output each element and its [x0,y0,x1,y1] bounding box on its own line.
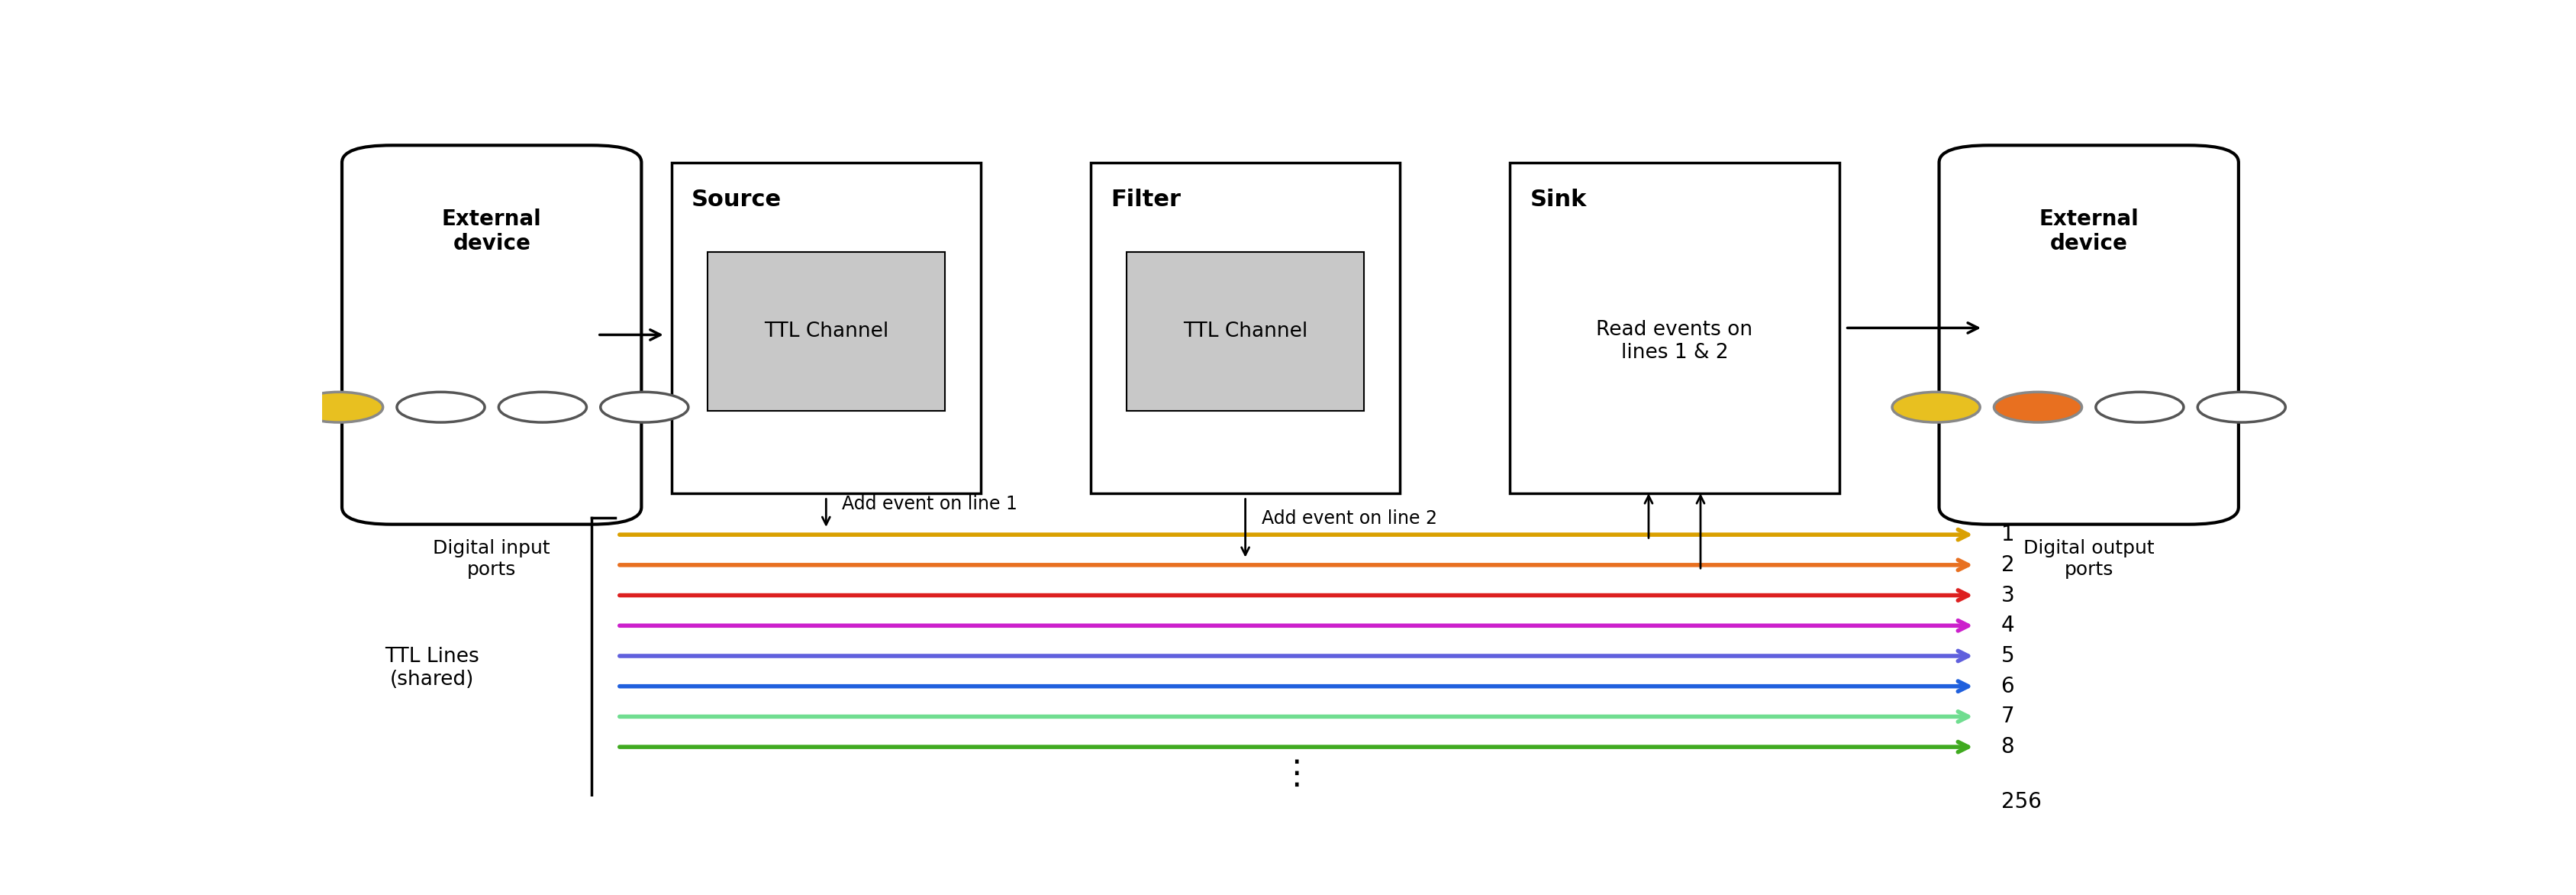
Text: Filter: Filter [1110,189,1180,211]
FancyBboxPatch shape [672,163,981,493]
Text: 4: 4 [2002,615,2014,636]
Text: External
device: External device [2040,209,2138,254]
Text: Add event on line 1: Add event on line 1 [842,495,1018,513]
Text: 1: 1 [2002,524,2014,545]
Text: 256: 256 [2002,791,2040,812]
Text: 3: 3 [2002,584,2014,606]
Circle shape [397,392,484,422]
Circle shape [1893,392,1981,422]
Text: 6: 6 [2002,676,2014,697]
Text: TTL Lines
(shared): TTL Lines (shared) [384,647,479,689]
Text: Sink: Sink [1530,189,1587,211]
Circle shape [2197,392,2285,422]
Circle shape [1994,392,2081,422]
Text: TTL Channel: TTL Channel [1182,321,1309,341]
Circle shape [500,392,587,422]
FancyBboxPatch shape [708,252,945,411]
Text: Digital input
ports: Digital input ports [433,539,551,578]
FancyBboxPatch shape [1940,145,2239,524]
FancyBboxPatch shape [1510,163,1839,493]
Text: 7: 7 [2002,706,2014,728]
Text: 8: 8 [2002,737,2014,758]
Text: Read events on
lines 1 & 2: Read events on lines 1 & 2 [1597,320,1752,363]
Text: TTL Channel: TTL Channel [765,321,889,341]
Circle shape [600,392,688,422]
FancyBboxPatch shape [1126,252,1365,411]
FancyBboxPatch shape [343,145,641,524]
Text: 2: 2 [2002,554,2014,575]
Text: External
device: External device [443,209,541,254]
Text: 5: 5 [2002,645,2014,667]
Circle shape [296,392,384,422]
Text: Source: Source [690,189,781,211]
Circle shape [2097,392,2184,422]
FancyBboxPatch shape [1090,163,1401,493]
Text: ⋮: ⋮ [1280,758,1314,790]
Text: Digital output
ports: Digital output ports [2022,539,2154,578]
Text: Add event on line 2: Add event on line 2 [1262,509,1437,528]
